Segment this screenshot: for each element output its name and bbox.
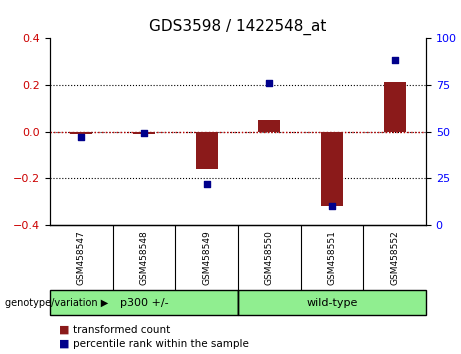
Text: GSM458551: GSM458551 (327, 230, 337, 285)
Bar (133, 131, 155, 134)
Point (140, 131, 148, 136)
Text: GSM458552: GSM458552 (390, 230, 399, 285)
Text: wild-type: wild-type (306, 297, 358, 308)
Text: genotype/variation ▶: genotype/variation ▶ (5, 297, 108, 308)
Bar (258, 120, 280, 131)
Text: GSM458549: GSM458549 (202, 230, 211, 285)
FancyBboxPatch shape (238, 290, 426, 315)
Point (77, 134, 85, 140)
Bar (321, 131, 343, 206)
Point (266, 80, 273, 86)
Point (203, 181, 210, 187)
Text: ■: ■ (59, 339, 70, 349)
Text: transformed count: transformed count (73, 325, 170, 335)
Bar (384, 82, 406, 131)
Text: percentile rank within the sample: percentile rank within the sample (73, 339, 249, 349)
Text: GSM458550: GSM458550 (265, 230, 274, 285)
Text: p300 +/-: p300 +/- (120, 297, 168, 308)
Text: GSM458547: GSM458547 (77, 230, 86, 285)
Text: GSM458548: GSM458548 (140, 230, 148, 285)
Bar (196, 131, 218, 169)
Title: GDS3598 / 1422548_at: GDS3598 / 1422548_at (149, 19, 327, 35)
Text: ■: ■ (59, 325, 70, 335)
Bar (71, 131, 92, 134)
Point (391, 58, 398, 63)
FancyBboxPatch shape (50, 290, 238, 315)
Point (328, 204, 336, 209)
